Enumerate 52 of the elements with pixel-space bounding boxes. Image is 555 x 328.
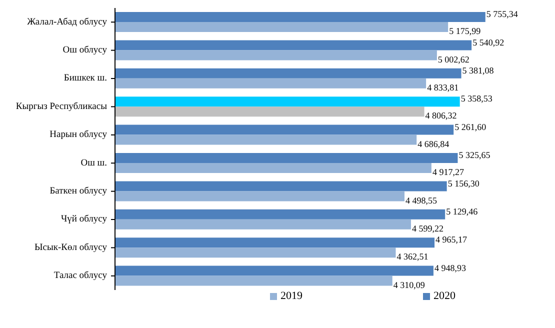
- data-label: 5 156,30: [448, 178, 480, 188]
- data-label: 4 310,09: [393, 280, 426, 290]
- y-tick-label: Ош ш.: [80, 158, 107, 168]
- bar: [115, 106, 424, 117]
- bar: [115, 163, 432, 173]
- data-label: 4 599,22: [412, 223, 444, 234]
- data-label: 5 755,34: [486, 9, 518, 20]
- bar: [115, 209, 446, 220]
- y-tick-label: Жалал-Абад облусу: [27, 17, 108, 28]
- data-label: 5 129,46: [446, 206, 478, 216]
- bar: [115, 181, 447, 192]
- data-label: 4 806,32: [425, 110, 457, 121]
- y-tick-label: Кыргыз Республикасы: [16, 102, 108, 112]
- data-label: 4 362,51: [396, 252, 428, 262]
- bar: [115, 22, 448, 32]
- data-label: 4 965,17: [436, 234, 468, 245]
- legend-label: 2019: [280, 290, 302, 302]
- data-label: 5 002,62: [438, 54, 470, 64]
- bar: [115, 124, 454, 135]
- bar: [115, 50, 437, 60]
- data-label: 4 948,93: [434, 262, 466, 273]
- bar: [115, 96, 460, 107]
- bar: [115, 276, 392, 286]
- bar: [115, 238, 435, 248]
- bar: [115, 68, 462, 78]
- data-label: 5 261,60: [454, 122, 487, 132]
- y-tick-label: Бишкек ш.: [64, 74, 107, 84]
- y-tick-label: Чүй облусу: [60, 214, 108, 225]
- data-label: 5 175,99: [449, 26, 482, 36]
- data-label: 5 325,65: [458, 150, 491, 160]
- bar: [115, 219, 411, 230]
- data-label: 4 833,81: [427, 82, 459, 92]
- y-tick-label: Баткен облусу: [50, 186, 108, 196]
- bar: [115, 12, 486, 22]
- data-label: 5 381,08: [462, 65, 494, 76]
- bar: [115, 153, 458, 163]
- y-tick-label: Нарын облусу: [50, 130, 108, 140]
- bar: [115, 134, 417, 145]
- bar: [115, 78, 426, 88]
- data-label: 4 686,84: [418, 138, 450, 149]
- bar: [115, 191, 404, 202]
- y-tick-label: Ош облусу: [62, 45, 108, 56]
- y-tick-label: Талас облусу: [54, 271, 108, 282]
- bar: [115, 248, 396, 258]
- data-label: 4 917,27: [432, 167, 464, 178]
- data-label: 5 540,92: [472, 37, 504, 48]
- bar: [115, 40, 472, 50]
- y-tick-label: Ысык-Көл облусу: [34, 242, 108, 253]
- data-label: 4 498,55: [405, 195, 438, 206]
- data-label: 5 358,53: [460, 94, 493, 104]
- legend-label: 2020: [432, 290, 456, 302]
- bar: [115, 266, 434, 276]
